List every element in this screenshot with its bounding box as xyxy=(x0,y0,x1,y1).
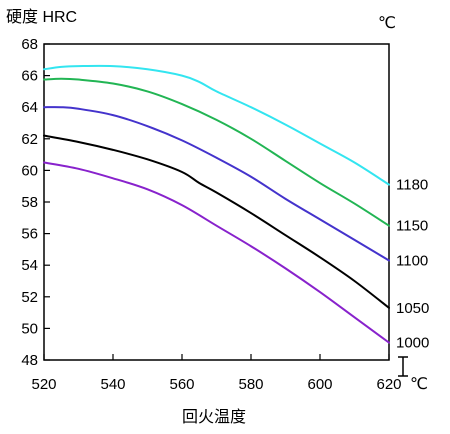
y-tick-label: 62 xyxy=(21,131,38,148)
series-unit-bracket xyxy=(398,356,408,377)
x-axis-title: 回火温度 xyxy=(182,408,246,426)
series-label-1150: 1150 xyxy=(396,218,428,235)
series-label-1180: 1180 xyxy=(396,177,428,194)
y-axis-title: 硬度 HRC xyxy=(6,8,77,26)
x-tick-label: 540 xyxy=(100,376,125,393)
y-tick-label: 58 xyxy=(21,194,38,211)
series-line-1100 xyxy=(43,106,390,262)
x-axis: 520 540 560 580 600 620 xyxy=(31,354,402,393)
x-tick-label: 520 xyxy=(31,376,56,393)
y-tick-label: 66 xyxy=(21,68,38,85)
y-axis: 48 50 52 54 56 58 60 62 64 66 68 xyxy=(21,36,50,369)
y-tick-label: 64 xyxy=(21,99,38,116)
series-line-1000 xyxy=(43,161,390,344)
x-tick-label: 620 xyxy=(376,376,401,393)
x-unit-label-top: ℃ xyxy=(378,15,396,32)
series-line-1050 xyxy=(43,134,390,309)
series-lines xyxy=(43,64,390,344)
series-label-1050: 1050 xyxy=(396,300,429,317)
series-line-1150 xyxy=(43,77,390,227)
series-labels: 1180 1150 1100 1050 1000 xyxy=(396,177,429,352)
x-tick-label: 560 xyxy=(169,376,194,393)
x-tick-label: 580 xyxy=(238,376,263,393)
y-tick-label: 68 xyxy=(21,36,38,53)
series-label-1100: 1100 xyxy=(396,252,428,269)
y-tick-label: 56 xyxy=(21,226,38,243)
series-label-1000: 1000 xyxy=(396,335,429,352)
y-tick-label: 54 xyxy=(21,257,38,274)
x-unit-label-bottom: ℃ xyxy=(410,376,428,393)
x-tick-label: 600 xyxy=(307,376,332,393)
y-tick-label: 52 xyxy=(21,289,38,306)
series-line-1180 xyxy=(43,64,390,186)
y-tick-label: 60 xyxy=(21,162,38,179)
y-tick-label: 48 xyxy=(21,352,38,369)
y-tick-label: 50 xyxy=(21,320,38,337)
